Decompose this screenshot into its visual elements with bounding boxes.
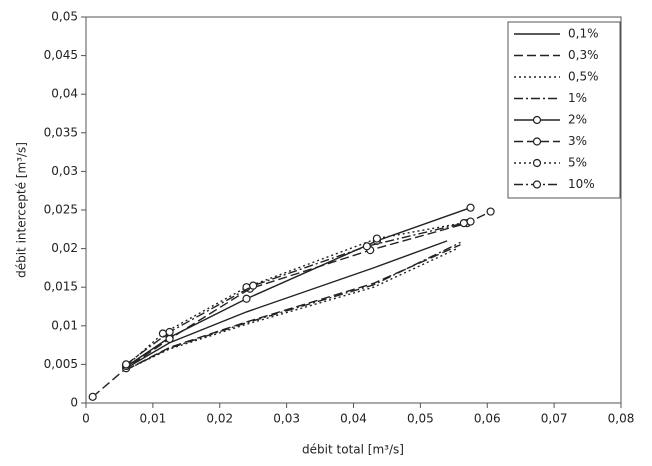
series-line: [92, 210, 491, 398]
y-tick-label: 0,01: [51, 318, 78, 332]
data-point: [466, 203, 475, 212]
data-point: [88, 392, 97, 401]
y-tick-label: 0,035: [44, 125, 78, 139]
data-point: [362, 242, 371, 251]
legend-marker: [532, 180, 542, 189]
data-point: [122, 360, 131, 369]
legend-label: 1%: [568, 91, 587, 105]
legend-label: 2%: [568, 113, 587, 127]
x-tick-label: 0,06: [474, 412, 501, 426]
y-tick-label: 0: [70, 396, 78, 410]
series-line: [125, 244, 461, 371]
data-point: [249, 281, 258, 290]
legend-label: 5%: [568, 156, 587, 170]
y-tick-label: 0,03: [51, 164, 78, 178]
data-point: [158, 329, 168, 338]
legend-label: 0,5%: [568, 70, 599, 84]
x-tick-label: 0,02: [206, 412, 233, 426]
x-tick-label: 0,01: [140, 412, 167, 426]
data-point: [165, 334, 174, 344]
legend-label: 0,3%: [568, 48, 599, 62]
y-tick-label: 0,02: [51, 241, 78, 255]
legend-box: [507, 21, 621, 199]
legend-marker: [532, 115, 542, 125]
series-line: [125, 222, 465, 365]
data-point: [459, 219, 468, 228]
y-tick-label: 0,005: [44, 357, 78, 371]
x-tick-label: 0,03: [273, 412, 300, 426]
series-line: [125, 240, 448, 369]
x-tick-label: 0,04: [340, 412, 367, 426]
y-tick-label: 0,045: [44, 48, 78, 62]
y-tick-label: 0,05: [51, 10, 78, 24]
x-tick-label: 0,07: [541, 412, 568, 426]
legend-marker: [532, 137, 542, 146]
data-point: [372, 234, 382, 243]
legend-marker: [532, 158, 542, 168]
x-tick-label: 0: [82, 412, 90, 426]
series-line: [125, 220, 471, 367]
y-axis-label: débit intercepté [m³/s]: [15, 142, 29, 278]
data-point: [486, 207, 495, 216]
data-point: [466, 217, 475, 226]
x-tick-label: 0,08: [608, 412, 635, 426]
y-tick-label: 0,04: [51, 87, 78, 101]
series-line: [125, 241, 461, 371]
y-tick-label: 0,015: [44, 280, 78, 294]
data-point: [165, 327, 174, 337]
x-axis-label: débit total [m³/s]: [302, 443, 404, 457]
x-tick-label: 0,05: [407, 412, 434, 426]
data-point: [242, 294, 251, 303]
legend-label: 3%: [568, 134, 587, 148]
legend-label: 0,1%: [568, 27, 599, 41]
legend-label: 10%: [568, 177, 595, 191]
y-tick-label: 0,025: [44, 203, 78, 217]
